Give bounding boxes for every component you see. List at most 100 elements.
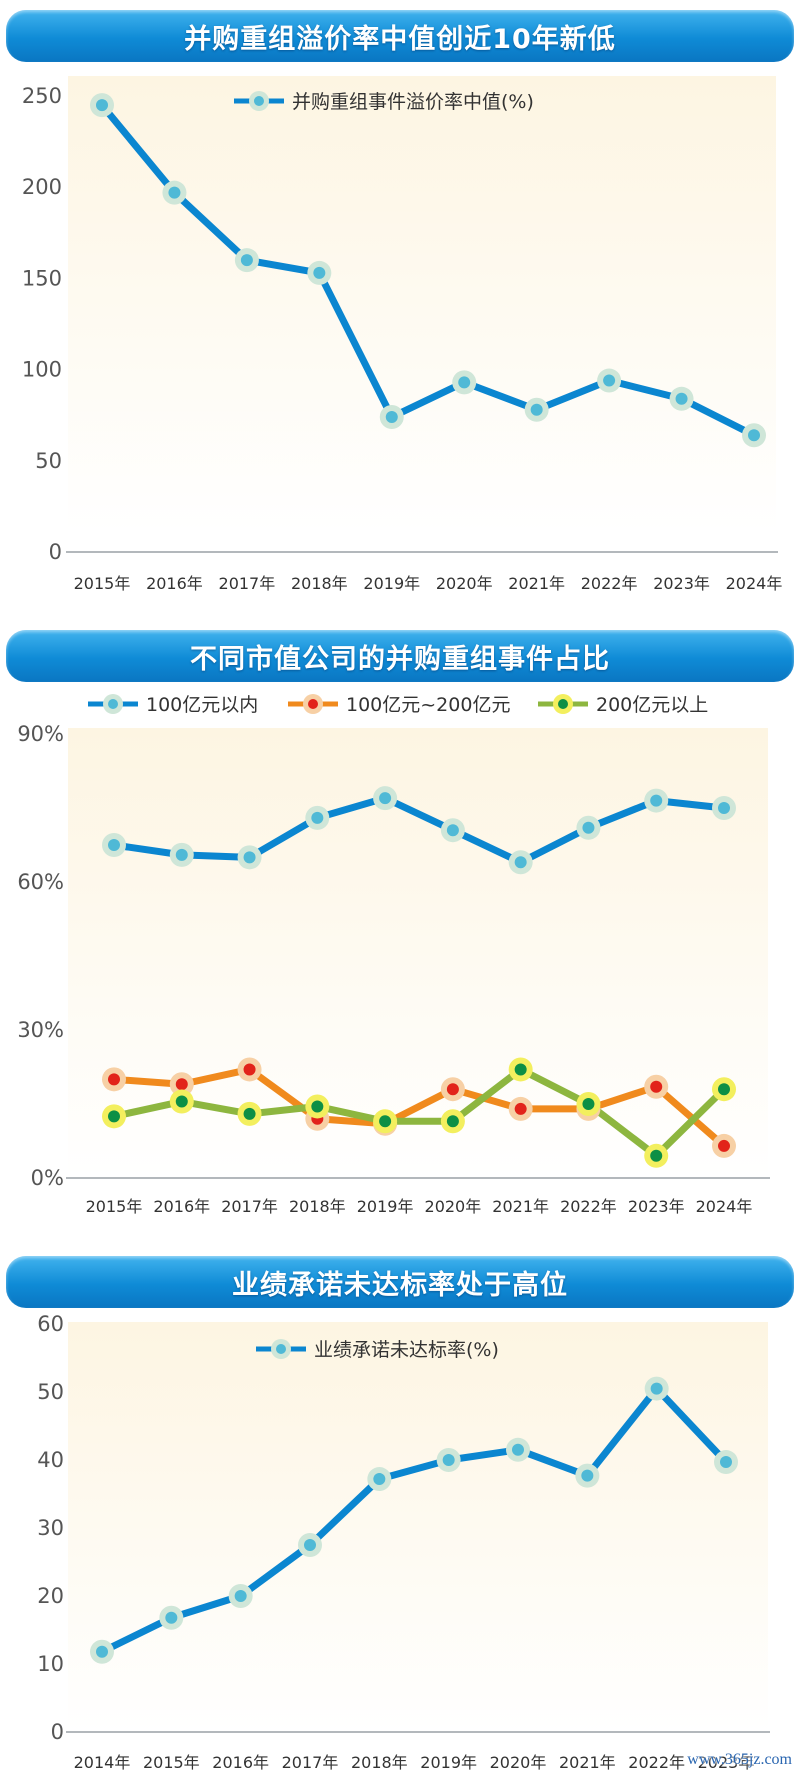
data-point-dot — [108, 839, 120, 851]
y-tick-label: 250 — [22, 84, 62, 108]
chart2-title: 不同市值公司的并购重组事件占比 — [190, 643, 610, 675]
x-tick-label: 2016年 — [212, 1753, 269, 1772]
data-point-dot — [446, 1115, 459, 1128]
chart2-title-banner: 不同市值公司的并购重组事件占比 — [6, 630, 794, 682]
data-point-dot — [514, 1063, 527, 1076]
data-point-dot — [311, 1100, 324, 1113]
data-point — [644, 1143, 669, 1168]
data-point-dot — [175, 1095, 188, 1108]
data-point-dot — [168, 186, 181, 199]
data-point — [440, 1109, 465, 1134]
y-tick-label: 30% — [17, 1018, 64, 1042]
data-point — [102, 1104, 126, 1129]
data-point — [742, 423, 766, 448]
x-tick-label: 2019年 — [357, 1197, 414, 1216]
data-point-dot — [512, 1443, 524, 1456]
data-point — [440, 818, 465, 843]
premium-median-chart: 0 50 100 150 200 250 2015年 2016年 2017年 2018年 2019年… — [22, 76, 782, 593]
data-point-dot — [582, 821, 595, 834]
data-point — [373, 1109, 398, 1134]
data-point-dot — [530, 403, 543, 416]
data-point-dot — [442, 1454, 455, 1466]
x-tick-label: 2020年 — [490, 1753, 547, 1772]
data-point — [237, 845, 262, 870]
series-line-0 — [98, 1385, 730, 1656]
x-tick-label: 2015年 — [86, 1197, 143, 1216]
data-point-dot — [650, 1149, 663, 1162]
data-point — [228, 1584, 253, 1608]
data-point-dot — [675, 392, 688, 405]
data-point — [524, 397, 549, 422]
legend-item-0: 100亿元以内 — [88, 694, 258, 716]
data-point — [237, 1057, 262, 1082]
data-point — [234, 248, 259, 273]
data-point — [436, 1448, 461, 1472]
data-point — [90, 1639, 114, 1664]
x-tick-label: 2020年 — [436, 574, 493, 593]
data-point-dot — [514, 1102, 527, 1115]
x-tick-label: 2020年 — [425, 1197, 482, 1216]
data-point — [576, 1092, 601, 1116]
x-tick-label: 2019年 — [363, 574, 420, 593]
data-point-dot — [720, 1456, 732, 1469]
x-tick-label: 2018年 — [351, 1753, 408, 1772]
data-point — [169, 1072, 194, 1097]
x-tick-label: 2021年 — [508, 574, 565, 593]
data-point — [644, 788, 669, 813]
y-tick-label: 0 — [51, 1720, 64, 1744]
data-point-dot — [234, 1590, 247, 1602]
data-point — [508, 850, 533, 875]
data-point-dot — [458, 376, 471, 389]
y-tick-label: 100 — [22, 358, 62, 382]
data-point — [576, 815, 601, 840]
x-tick-label: 2021年 — [559, 1753, 616, 1772]
legend-label-1: 100亿元~200亿元 — [346, 694, 510, 716]
legend-marker-0 — [276, 1344, 286, 1354]
data-point — [644, 1376, 669, 1401]
legend-item-1: 100亿元~200亿元 — [288, 694, 510, 716]
legend-item-0: 业绩承诺未达标率(%) — [256, 1339, 499, 1361]
y-tick-label: 50 — [35, 449, 62, 473]
legend-marker-0 — [108, 699, 118, 709]
data-point — [440, 1077, 465, 1102]
y-tick-label: 150 — [22, 266, 62, 290]
y-tick-label: 90% — [17, 722, 64, 746]
data-point-dot — [108, 1110, 120, 1123]
data-point-dot — [243, 1107, 256, 1120]
data-point — [367, 1467, 392, 1492]
x-tick-label: 2017年 — [221, 1197, 278, 1216]
x-tick-label: 2016年 — [153, 1197, 210, 1216]
y-tick-label: 40 — [37, 1448, 64, 1472]
series-line-0 — [98, 101, 758, 439]
data-point — [669, 386, 694, 411]
y-tick-label: 60 — [37, 1312, 64, 1336]
x-tick-label: 2024年 — [696, 1197, 753, 1216]
data-point — [307, 260, 332, 285]
data-point-dot — [373, 1473, 386, 1486]
plot-background — [68, 76, 776, 532]
data-point-dot — [514, 856, 527, 869]
data-point-dot — [304, 1539, 316, 1551]
data-point-dot — [240, 254, 253, 267]
data-point-dot — [446, 1083, 459, 1096]
x-tick-label: 2019年 — [420, 1753, 477, 1772]
data-point — [379, 405, 404, 430]
legend-marker-1 — [308, 699, 318, 709]
legend-item-2: 200亿元以上 — [538, 694, 708, 716]
data-point — [712, 1133, 736, 1158]
data-point-dot — [311, 811, 324, 824]
x-tick-label: 2022年 — [628, 1753, 685, 1772]
data-point — [597, 368, 622, 393]
data-point-dot — [96, 1645, 108, 1658]
legend-item-0: 并购重组事件溢价率中值(%) — [234, 91, 534, 113]
data-point-dot — [446, 824, 459, 837]
legend-label-0: 业绩承诺未达标率(%) — [314, 1339, 499, 1361]
x-tick-label: 2017年 — [282, 1753, 339, 1772]
data-point — [452, 370, 477, 395]
data-point — [373, 786, 398, 811]
data-point — [712, 796, 736, 820]
data-point — [169, 1089, 194, 1114]
data-point — [305, 1094, 330, 1119]
data-point — [169, 842, 194, 867]
performance-miss-rate-chart: 0 10 20 30 40 50 60 2014年 2015年 2016年 2017年 2018年 20… — [37, 1312, 770, 1772]
